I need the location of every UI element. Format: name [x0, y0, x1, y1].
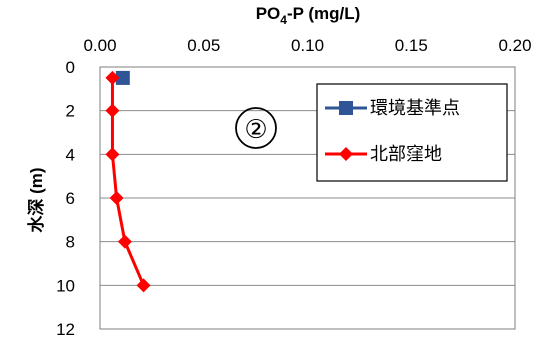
series-1	[105, 70, 151, 293]
y-tick-label-1: 2	[66, 102, 75, 121]
y-tick-label-0: 0	[66, 58, 75, 77]
plot-area	[99, 66, 516, 330]
panel-label-circle	[235, 107, 277, 149]
legend: 環境基準点 北部窪地	[316, 83, 508, 182]
x-tick-label-4: 0.20	[498, 36, 531, 55]
legend-marker-1	[339, 147, 353, 161]
x-tick-label-1: 0.05	[187, 36, 220, 55]
legend-box	[316, 83, 508, 182]
series-1-point-1	[105, 103, 120, 118]
y-tick-label-2: 4	[66, 145, 75, 164]
series-layer	[105, 70, 151, 293]
legend-marker-0	[339, 101, 353, 115]
legend-label-1: 北部窪地	[370, 144, 442, 165]
series-1-point-3	[109, 191, 124, 205]
x-tick-labels: 0.00 0.05 0.10 0.15 0.20	[83, 36, 531, 55]
y-tick-label-3: 6	[66, 189, 75, 208]
y-tick-label-4: 8	[66, 233, 75, 252]
y-axis-title: 水深 (m)	[26, 167, 46, 232]
y-tick-labels: 0 2 4 6 8 10 12	[56, 58, 75, 339]
series-1-point-2	[105, 147, 120, 162]
panel-label: ②	[235, 107, 277, 149]
series-1-point-4	[117, 234, 132, 249]
y-tick-label-5: 10	[56, 276, 75, 295]
series-0-point-0	[115, 70, 130, 85]
x-tick-label-3: 0.15	[395, 36, 428, 55]
series-1-point-5	[136, 278, 151, 293]
panel-label-text: ②	[244, 115, 267, 145]
y-tick-label-6: 12	[56, 320, 75, 339]
legend-label-0: 環境基準点	[370, 98, 460, 119]
x-tick-label-0: 0.00	[83, 36, 116, 55]
x-axis-title: PO4-P (mg/L)	[256, 4, 361, 27]
series-1-point-0	[105, 70, 120, 85]
x-tick-label-2: 0.10	[291, 36, 324, 55]
series-0	[115, 70, 130, 85]
